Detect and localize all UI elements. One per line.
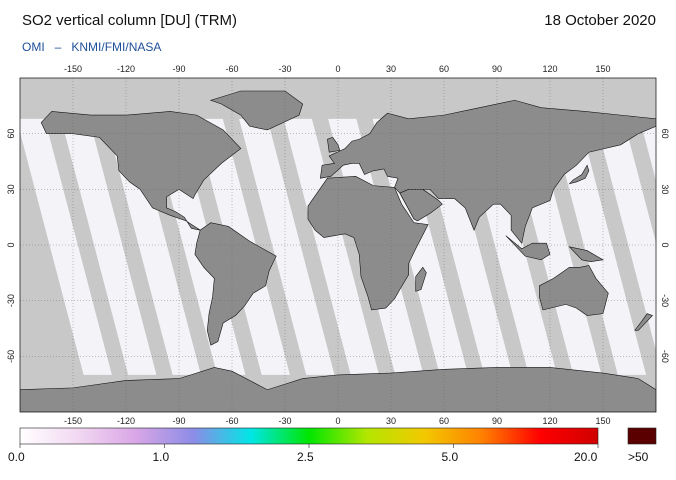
longitude-tick-label: -30 [278,416,291,426]
longitude-tick-label: 30 [386,64,396,74]
latitude-ticks-left: 60 30 0 -30 -60 [6,129,16,363]
latitude-tick-label: 0 [6,242,16,247]
swath-strip [20,118,112,375]
colorbar-label: 20.0 [574,450,598,464]
credit-separator: – [54,40,62,54]
colorbar-label: 5.0 [441,450,459,464]
swath-strip [639,118,656,181]
longitude-tick-label: 0 [335,64,340,74]
swath-strip [239,118,335,375]
continent-greenland [209,90,304,131]
longitude-tick-label: 90 [492,416,502,426]
latitude-tick-label: 0 [660,242,670,247]
swath-strip [105,118,201,375]
longitude-tick-label: -90 [172,64,185,74]
latitude-tick-label: 60 [660,129,670,139]
continent-australia [539,265,609,316]
latitude-tick-label: 30 [660,184,670,194]
continent-madagascar [415,266,427,292]
colorbar [19,427,599,445]
swath-strip [550,118,647,375]
longitude-tick-label: 150 [595,416,610,426]
longitude-tick-label: 150 [595,64,610,74]
longitude-tick-label: 60 [439,416,449,426]
continent-north-america [40,111,242,231]
continent-indonesia [505,235,551,261]
longitude-tick-label: -90 [172,416,185,426]
swath-strip [595,118,656,351]
credit-primary: OMI [22,40,45,54]
colorbar-over-swatch [627,427,657,445]
map-title: SO2 vertical column [DU] (TRM) [22,12,238,29]
colorbar-label: 1.0 [152,450,170,464]
longitude-tick-label: 120 [542,416,557,426]
credit-secondary: KNMI/FMI/NASA [71,40,162,54]
longitude-tick-label: -120 [117,416,135,426]
longitude-tick-label: 0 [335,416,340,426]
map-frame [19,77,657,413]
colorbar-label: 0.0 [8,450,25,464]
land-masses [20,90,656,412]
longitude-ticks-top: -150 -120 -90 -60 -30 0 30 60 90 120 150 [64,64,611,74]
longitude-tick-label: -150 [64,64,82,74]
credit-line: OMI – KNMI/FMI/NASA [22,40,161,54]
longitude-tick-label: 60 [439,64,449,74]
continent-new-zealand [634,313,654,331]
longitude-tick-label: -30 [278,64,291,74]
map-date: 18 October 2020 [544,12,656,29]
latitude-tick-label: 60 [6,129,16,139]
longitude-tick-label: -60 [225,416,238,426]
longitude-tick-label: 30 [386,416,396,426]
longitude-tick-label: 90 [492,64,502,74]
continent-south-america [194,222,277,346]
latitude-tick-label: -60 [6,350,16,363]
swath-strip [60,118,157,375]
longitude-ticks-bottom: -150 -120 -90 -60 -30 0 30 60 90 120 150 [64,416,611,426]
longitude-tick-label: 120 [542,64,557,74]
longitude-tick-label: -60 [225,64,238,74]
latitude-tick-label: 30 [6,184,16,194]
latitude-tick-label: -30 [660,294,670,307]
longitude-tick-label: -150 [64,416,82,426]
latitude-ticks-right: 60 30 0 -30 -60 [660,129,670,363]
colorbar-ticks [19,444,599,448]
continent-africa [307,176,429,311]
swath-strip [283,118,379,375]
latitude-tick-label: -60 [660,350,670,363]
continent-japan [568,164,590,185]
colorbar-label: 2.5 [297,450,314,464]
colorbar-over-label: >50 [628,450,649,464]
longitude-tick-label: -120 [117,64,135,74]
gridlines [20,78,656,412]
latitude-tick-label: -30 [6,294,16,307]
continent-borneo-png [568,246,604,263]
continent-eurasia [319,99,656,244]
